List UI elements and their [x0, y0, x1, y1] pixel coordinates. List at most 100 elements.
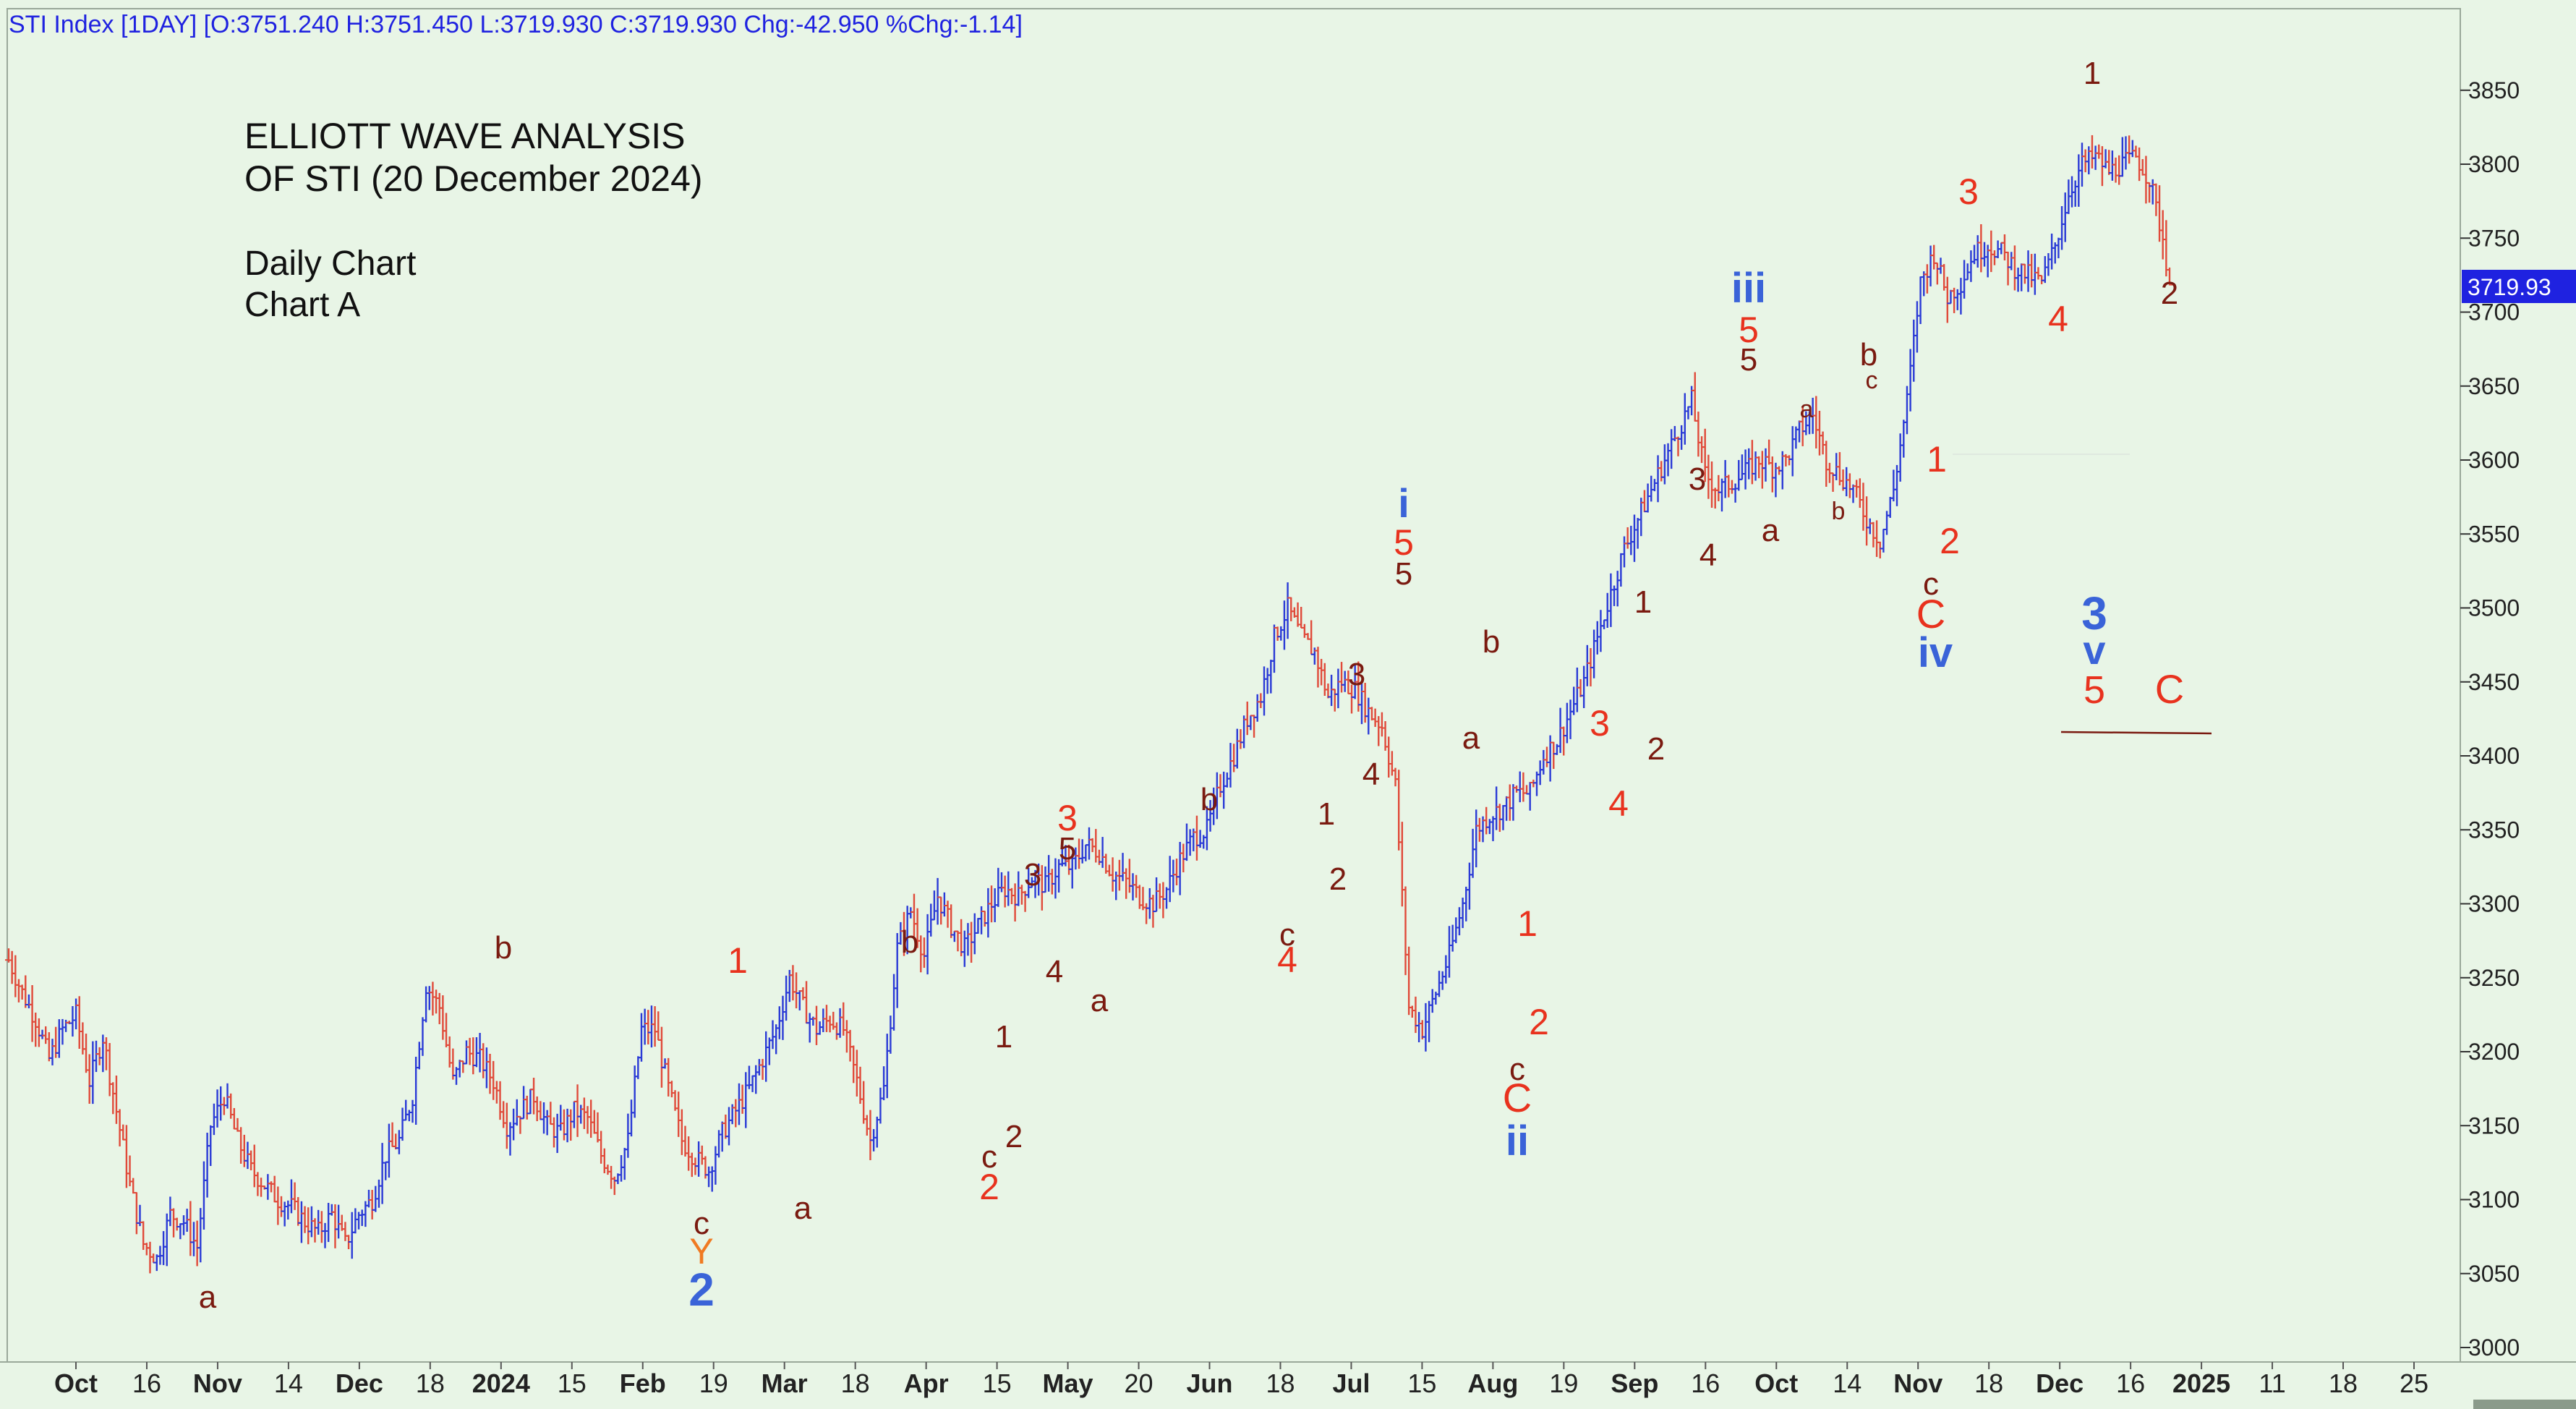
wave-label: a — [1762, 513, 1780, 548]
title-line-3: Daily Chart — [244, 244, 416, 283]
x-tick-label: 25 — [2400, 1368, 2428, 1398]
x-tick-label: Aug — [1467, 1368, 1518, 1398]
y-tick-label: 3550 — [2468, 521, 2520, 547]
wave-label: 5 — [1394, 522, 1414, 563]
wave-label: c — [694, 1206, 709, 1241]
x-tick-label: 19 — [1549, 1368, 1578, 1398]
wave-label: 1 — [728, 940, 748, 981]
scroll-handle[interactable] — [2473, 1400, 2576, 1409]
x-axis-band — [0, 1362, 2576, 1409]
x-tick-label: Feb — [620, 1368, 666, 1398]
y-tick-label: 3700 — [2468, 299, 2520, 325]
x-tick-label: 16 — [1691, 1368, 1720, 1398]
x-tick-label: 2025 — [2172, 1368, 2230, 1398]
x-tick-label: Oct — [54, 1368, 98, 1398]
x-tick-label: 14 — [1833, 1368, 1861, 1398]
header-info: STI Index [1DAY] [O:3751.240 H:3751.450 … — [9, 11, 1023, 38]
ohlc-bar — [2166, 267, 2173, 286]
wave-label: v — [2083, 627, 2105, 673]
wave-label: 5 — [1739, 310, 1759, 350]
wave-label: ii — [1506, 1118, 1529, 1165]
wave-label: a — [794, 1191, 812, 1226]
y-tick-label: 3150 — [2468, 1112, 2520, 1138]
wave-label: 2 — [1005, 1119, 1023, 1154]
x-tick-label: 15 — [1407, 1368, 1436, 1398]
wave-label: C — [1503, 1075, 1532, 1120]
x-tick-label: 18 — [1266, 1368, 1295, 1398]
wave-label: 5 — [1059, 831, 1076, 867]
x-tick-label: Mar — [762, 1368, 808, 1398]
y-tick-label: 3400 — [2468, 743, 2520, 769]
wave-label: 3 — [1024, 857, 1041, 893]
wave-label: b — [901, 924, 918, 960]
x-tick-label: Nov — [193, 1368, 242, 1398]
wave-label: 5 — [2084, 668, 2105, 712]
wave-label: 4 — [2048, 299, 2068, 339]
x-tick-label: 19 — [699, 1368, 728, 1398]
wave-label: 3 — [1348, 657, 1365, 692]
y-tick-label: 3500 — [2468, 595, 2520, 621]
wave-label: C — [1916, 591, 1945, 637]
x-tick-label: 18 — [416, 1368, 445, 1398]
wave-label: 1 — [1927, 439, 1947, 480]
wave-label: b — [1200, 782, 1218, 817]
x-tick-label: Sep — [1611, 1368, 1658, 1398]
x-tick-label: Jul — [1332, 1368, 1370, 1398]
wave-label: a — [1800, 396, 1814, 423]
x-tick-label: 18 — [841, 1368, 870, 1398]
y-tick-label: 3000 — [2468, 1334, 2520, 1361]
wave-label: 2 — [979, 1167, 999, 1207]
wave-label: a — [199, 1280, 217, 1315]
y-tick-label: 3350 — [2468, 817, 2520, 843]
x-tick-label: 20 — [1125, 1368, 1153, 1398]
y-tick-label: 3250 — [2468, 965, 2520, 991]
x-tick-label: 11 — [2259, 1368, 2285, 1398]
wave-label: 2 — [2161, 276, 2178, 311]
y-tick-label: 3650 — [2468, 373, 2520, 399]
x-tick-label: 18 — [1974, 1368, 2003, 1398]
wave-label: a — [1462, 720, 1480, 756]
last-price-tag-bg — [2462, 270, 2576, 303]
wave-label: 4 — [1608, 783, 1629, 824]
wave-label: 5 — [1740, 342, 1757, 378]
wave-label: 4 — [1277, 940, 1297, 980]
wave-label: b — [1832, 498, 1846, 525]
y-tick-label: 3850 — [2468, 77, 2520, 103]
x-tick-label: Dec — [2036, 1368, 2084, 1398]
wave-label: iv — [1918, 629, 1953, 676]
wave-label: 1 — [995, 1019, 1012, 1055]
y-tick-label: 3100 — [2468, 1187, 2520, 1213]
y-tick-label: 3750 — [2468, 225, 2520, 251]
wave-label: 2 — [1940, 521, 1960, 561]
wave-label: i — [1398, 480, 1409, 526]
wave-label: 2 — [1647, 731, 1665, 767]
x-tick-label: 15 — [558, 1368, 587, 1398]
x-tick-label: 16 — [132, 1368, 161, 1398]
wave-label: c — [1279, 917, 1295, 953]
y-tick-label: 3300 — [2468, 891, 2520, 917]
wave-label: 1 — [1318, 796, 1335, 832]
wave-label: 4 — [1362, 757, 1380, 792]
y-tick-label: 3450 — [2468, 669, 2520, 695]
wave-label: 2 — [688, 1264, 715, 1316]
x-tick-label: 18 — [2329, 1368, 2358, 1398]
wave-label: 3 — [1958, 171, 1979, 212]
wave-label: 3 — [1057, 798, 1078, 838]
y-tick-label: 3800 — [2468, 151, 2520, 177]
wave-label: 4 — [1699, 537, 1717, 573]
wave-label: c — [1923, 566, 1939, 602]
x-tick-label: May — [1043, 1368, 1093, 1398]
title-line-4: Chart A — [244, 286, 360, 324]
title-line-2: OF STI (20 December 2024) — [244, 158, 703, 199]
x-tick-label: Dec — [336, 1368, 383, 1398]
y-tick-label: 3200 — [2468, 1039, 2520, 1065]
x-tick-label: Nov — [1893, 1368, 1942, 1398]
y-tick-label: 3600 — [2468, 447, 2520, 473]
wave-label: a — [1091, 983, 1109, 1018]
last-price-tag: 3719.93 — [2468, 274, 2551, 300]
wave-label: 4 — [1046, 954, 1063, 989]
wave-label: C — [2155, 666, 2184, 712]
wave-label: c — [1509, 1052, 1525, 1087]
wave-label: c — [981, 1139, 997, 1175]
